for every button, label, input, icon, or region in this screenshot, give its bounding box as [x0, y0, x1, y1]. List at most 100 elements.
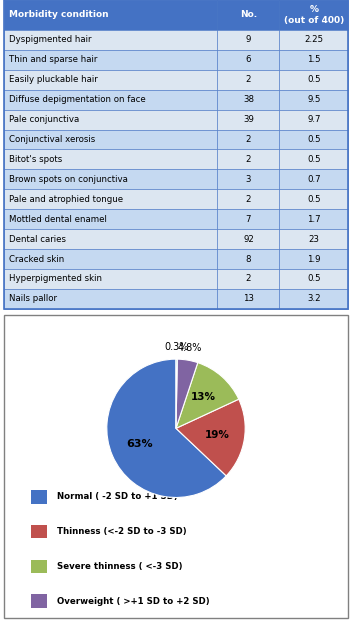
FancyBboxPatch shape	[4, 209, 218, 229]
FancyBboxPatch shape	[218, 90, 279, 110]
FancyBboxPatch shape	[279, 209, 348, 229]
FancyBboxPatch shape	[279, 70, 348, 90]
Text: 63%: 63%	[126, 439, 152, 449]
FancyBboxPatch shape	[218, 249, 279, 269]
FancyBboxPatch shape	[4, 249, 218, 269]
Text: 2.25: 2.25	[304, 36, 323, 44]
FancyBboxPatch shape	[218, 0, 279, 30]
FancyBboxPatch shape	[279, 90, 348, 110]
Text: 0.5: 0.5	[307, 76, 321, 84]
Text: Easily pluckable hair: Easily pluckable hair	[9, 76, 98, 84]
Text: 39: 39	[243, 115, 254, 124]
Text: 38: 38	[243, 95, 254, 104]
Text: Hyperpigmented skin: Hyperpigmented skin	[9, 275, 102, 283]
FancyBboxPatch shape	[218, 110, 279, 130]
Text: Pale conjunctiva: Pale conjunctiva	[9, 115, 79, 124]
Text: Morbidity condition: Morbidity condition	[9, 11, 108, 19]
FancyBboxPatch shape	[4, 150, 218, 169]
Text: Diffuse depigmentation on face: Diffuse depigmentation on face	[9, 95, 145, 104]
FancyBboxPatch shape	[4, 50, 218, 70]
Text: Severe thinness ( <-3 SD): Severe thinness ( <-3 SD)	[57, 562, 182, 571]
Wedge shape	[176, 359, 177, 428]
Text: 9.7: 9.7	[307, 115, 321, 124]
Text: 0.5: 0.5	[307, 155, 321, 164]
FancyBboxPatch shape	[31, 490, 47, 504]
FancyBboxPatch shape	[279, 30, 348, 50]
FancyBboxPatch shape	[279, 150, 348, 169]
FancyBboxPatch shape	[218, 150, 279, 169]
Text: Thinness (<-2 SD to -3 SD): Thinness (<-2 SD to -3 SD)	[57, 527, 187, 536]
FancyBboxPatch shape	[4, 70, 218, 90]
Text: 0.3%: 0.3%	[165, 342, 189, 352]
FancyBboxPatch shape	[218, 169, 279, 189]
Text: 8: 8	[246, 255, 251, 263]
FancyBboxPatch shape	[4, 110, 218, 130]
FancyBboxPatch shape	[279, 0, 348, 30]
Text: 9.5: 9.5	[307, 95, 321, 104]
FancyBboxPatch shape	[279, 130, 348, 150]
FancyBboxPatch shape	[218, 289, 279, 309]
FancyBboxPatch shape	[218, 70, 279, 90]
FancyBboxPatch shape	[279, 289, 348, 309]
Text: Normal ( -2 SD to +1 SD): Normal ( -2 SD to +1 SD)	[57, 492, 178, 501]
Wedge shape	[176, 363, 239, 428]
Text: 4.8%: 4.8%	[177, 343, 202, 353]
FancyBboxPatch shape	[279, 229, 348, 249]
Text: 2: 2	[246, 195, 251, 204]
FancyBboxPatch shape	[4, 130, 218, 150]
Text: 2: 2	[246, 275, 251, 283]
FancyBboxPatch shape	[4, 169, 218, 189]
FancyBboxPatch shape	[279, 110, 348, 130]
Text: 23: 23	[308, 235, 320, 243]
FancyBboxPatch shape	[218, 130, 279, 150]
FancyBboxPatch shape	[279, 249, 348, 269]
FancyBboxPatch shape	[218, 229, 279, 249]
FancyBboxPatch shape	[4, 269, 218, 289]
Text: 3.2: 3.2	[307, 295, 321, 303]
FancyBboxPatch shape	[4, 289, 218, 309]
Text: Brown spots on conjunctiva: Brown spots on conjunctiva	[9, 175, 127, 184]
Text: 7: 7	[246, 215, 251, 224]
Text: Dental caries: Dental caries	[9, 235, 66, 243]
Text: 2: 2	[246, 76, 251, 84]
FancyBboxPatch shape	[279, 269, 348, 289]
FancyBboxPatch shape	[218, 209, 279, 229]
FancyBboxPatch shape	[4, 90, 218, 110]
Text: 13%: 13%	[191, 392, 216, 402]
FancyBboxPatch shape	[31, 560, 47, 573]
FancyBboxPatch shape	[279, 169, 348, 189]
FancyBboxPatch shape	[4, 30, 218, 50]
FancyBboxPatch shape	[279, 50, 348, 70]
Wedge shape	[176, 359, 198, 428]
FancyBboxPatch shape	[218, 189, 279, 209]
Text: 9: 9	[246, 36, 251, 44]
Text: 0.5: 0.5	[307, 135, 321, 144]
Wedge shape	[107, 359, 226, 497]
FancyBboxPatch shape	[31, 525, 47, 539]
Text: 1.9: 1.9	[307, 255, 321, 263]
Text: Bitot's spots: Bitot's spots	[9, 155, 62, 164]
FancyBboxPatch shape	[218, 30, 279, 50]
Text: 19%: 19%	[205, 430, 230, 440]
Text: Mottled dental enamel: Mottled dental enamel	[9, 215, 107, 224]
Text: 6: 6	[246, 56, 251, 64]
Text: Cracked skin: Cracked skin	[9, 255, 64, 263]
FancyBboxPatch shape	[4, 189, 218, 209]
FancyBboxPatch shape	[4, 229, 218, 249]
Text: 13: 13	[243, 295, 254, 303]
FancyBboxPatch shape	[218, 50, 279, 70]
FancyBboxPatch shape	[279, 189, 348, 209]
Text: 92: 92	[243, 235, 254, 243]
Text: No.: No.	[240, 11, 257, 19]
Text: 0.7: 0.7	[307, 175, 321, 184]
Text: 2: 2	[246, 155, 251, 164]
Text: 0.5: 0.5	[307, 195, 321, 204]
FancyBboxPatch shape	[4, 315, 348, 618]
Text: Thin and sparse hair: Thin and sparse hair	[9, 56, 97, 64]
Text: 2: 2	[246, 135, 251, 144]
FancyBboxPatch shape	[218, 269, 279, 289]
Text: Dyspigmented hair: Dyspigmented hair	[9, 36, 91, 44]
FancyBboxPatch shape	[4, 0, 218, 30]
Wedge shape	[176, 399, 245, 476]
FancyBboxPatch shape	[31, 594, 47, 608]
